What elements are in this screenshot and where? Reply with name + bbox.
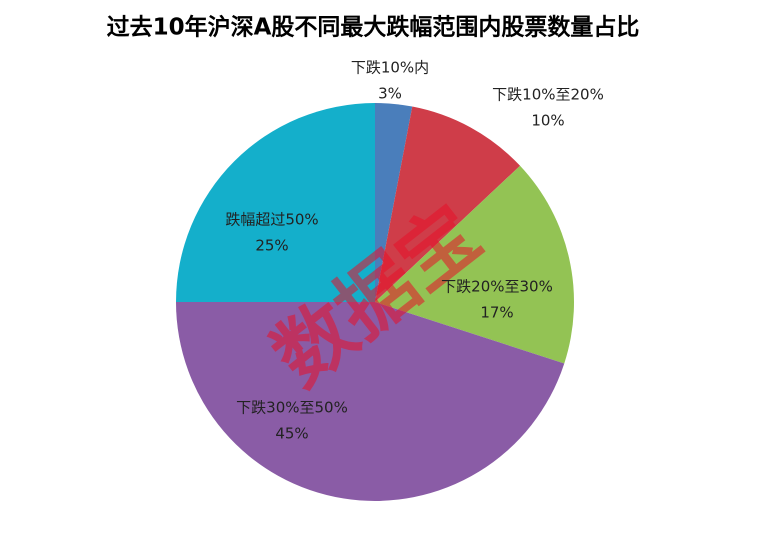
- pie-slice: [375, 103, 413, 302]
- slice-label: 下跌10%至20%: [492, 86, 604, 104]
- value-label: 10%: [531, 112, 564, 130]
- chart-title: 过去10年沪深A股不同最大跌幅范围内股票数量占比: [107, 14, 640, 41]
- pie-slice: [176, 302, 565, 501]
- pie-slice: [375, 165, 574, 364]
- pie-slice: [375, 106, 521, 302]
- pie-slice: [176, 103, 375, 302]
- slice-label: 下跌30%至50%: [236, 399, 348, 417]
- slice-label: 下跌20%至30%: [441, 278, 553, 296]
- slice-label: 跌幅超过50%: [225, 211, 318, 229]
- value-label: 17%: [480, 304, 513, 322]
- labels: 下跌10%内 3% 下跌10%至20% 10% 下跌20%至30% 17% 下跌30%至50…: [225, 59, 604, 443]
- slice-label: 下跌10%内: [351, 59, 429, 77]
- value-label: 25%: [255, 237, 288, 255]
- value-label: 3%: [378, 85, 402, 103]
- value-label: 45%: [275, 425, 308, 443]
- pie: [176, 103, 574, 501]
